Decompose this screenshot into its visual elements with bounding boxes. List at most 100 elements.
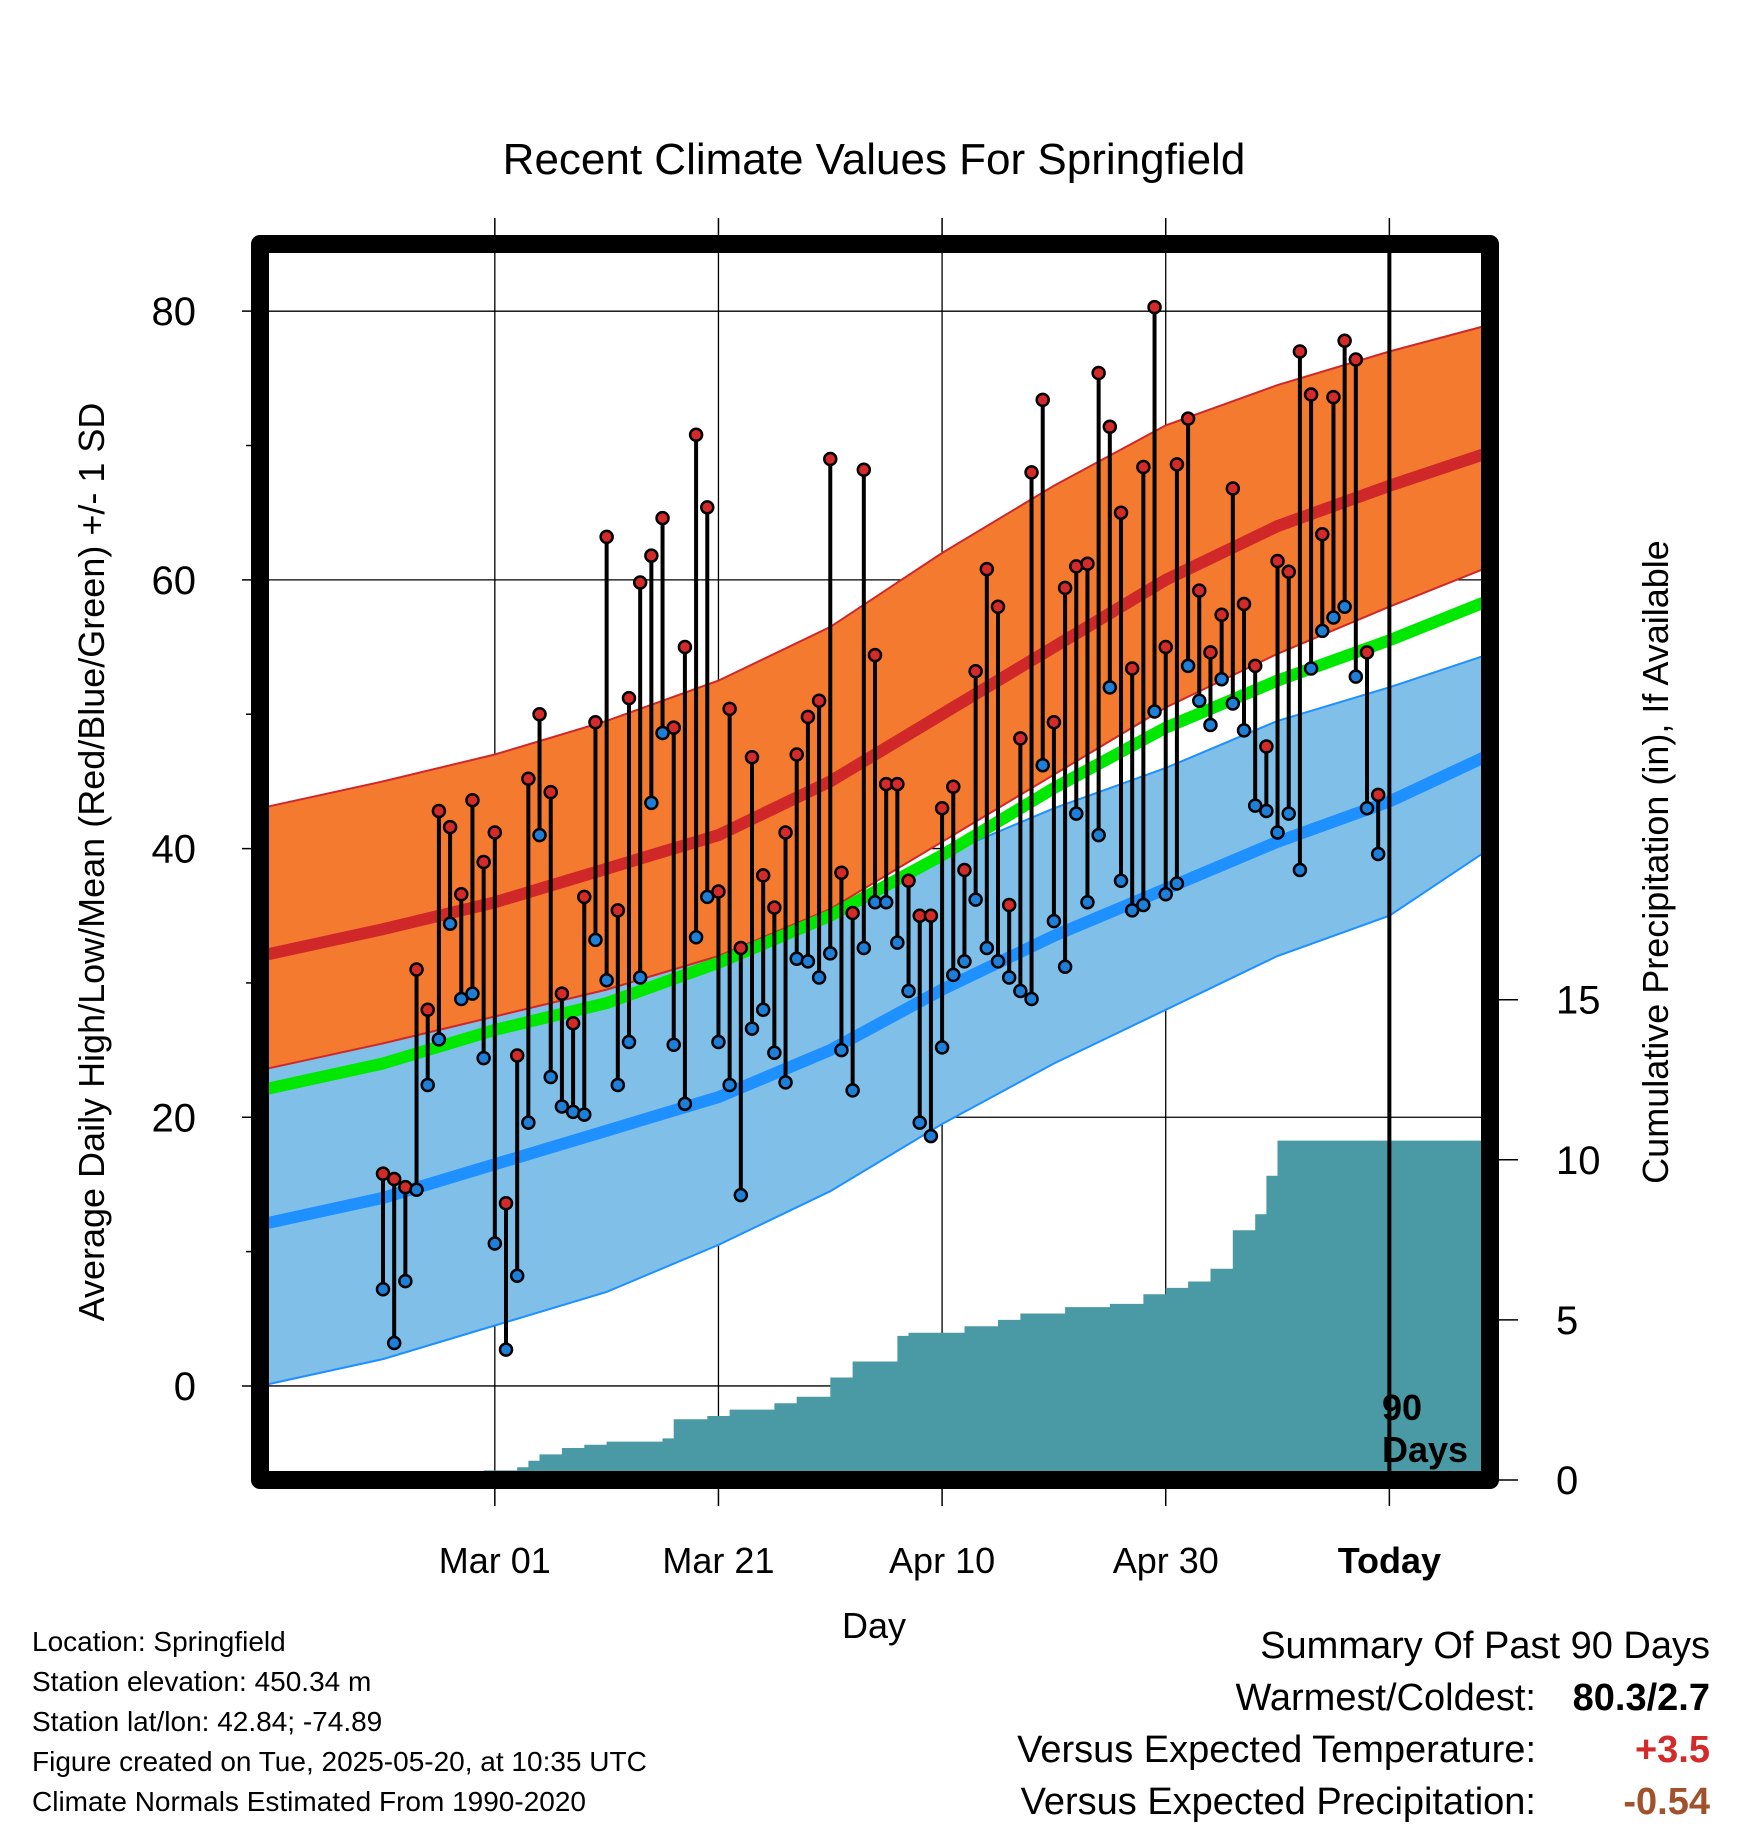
daily-high-point [487,825,503,840]
x-tick-label: Apr 30 [1113,1540,1219,1581]
daily-low-point [588,932,603,948]
daily-high-point [1091,365,1106,381]
window-label-line2: Days [1382,1429,1468,1470]
daily-high-point [1001,897,1017,913]
created-text: Figure created on Tue, 2025-05-20, at 10… [32,1746,647,1777]
daily-high-point [1158,639,1173,655]
warmest-coldest-label: Warmest/Coldest: [1235,1677,1536,1719]
warmest-coldest-value: 80.3/2.7 [1572,1677,1710,1719]
daily-low-point [386,1335,402,1351]
daily-high-point [655,510,670,526]
low-sd-lower-line [259,847,1491,1387]
daily-low-point [1046,913,1062,929]
daily-low-point [968,892,983,907]
precip-cumulative-area [383,1140,1490,1480]
daily-low-point [1236,723,1252,738]
x-axis-label: Day [842,1605,906,1646]
daily-high-point [979,561,995,577]
daily-low-point [1102,680,1118,695]
daily-low-point [409,1182,424,1198]
temp-value: +3.5 [1634,1729,1710,1771]
summary-temperature: Versus Expected Temperature: +3.5 [1017,1724,1710,1776]
axes: Mar 01 Mar 21 Apr 10 Apr 30 Today 0 20 40 60 80 0 5… [152,218,1601,1581]
daily-high-point [968,663,983,679]
low-mean-line [258,749,1493,1231]
daily-high-point [1113,505,1129,520]
daily-high-point [1281,564,1296,580]
daily-high-point [599,529,614,545]
daily-low-point [543,1069,558,1085]
daily-high-point [375,1166,391,1181]
x-tick-label: Mar 21 [662,1540,774,1581]
y-tick-label-right: 15 [1556,979,1601,1023]
daily-low-point [834,1042,849,1058]
daily-low-point [1225,696,1241,711]
window-label-line1: 90 [1382,1387,1422,1428]
daily-high-point [1203,645,1218,660]
y-tick-label-left: 0 [174,1365,196,1409]
daily-low-point [465,986,480,1001]
frame-border [251,235,1499,1489]
daily-low-point [1113,873,1129,889]
daily-high-point [957,862,972,878]
daily-low-point [856,940,872,956]
daily-high-point [1247,658,1263,674]
normals-text: Climate Normals Estimated From 1990-2020 [32,1786,586,1817]
daily-low-point [1359,801,1375,816]
daily-high-point [700,500,715,515]
daily-low-point [711,1034,726,1050]
daily-low-point [442,916,458,932]
daily-low-point [1169,876,1185,891]
daily-low-point [1147,704,1162,719]
location-text: Location: Springfield [32,1626,286,1657]
daily-low-point [1158,886,1173,902]
daily-low-point [577,1107,592,1122]
daily-high-point [800,709,816,725]
daily-high-point [431,803,447,819]
daily-low-point [1337,599,1352,614]
daily-high-point [711,884,726,899]
daily-high-point [1292,344,1308,359]
daily-low-point [1091,827,1106,843]
daily-high-point [744,749,760,765]
y-tick-label-left: 20 [152,1096,197,1140]
daily-high-point [577,889,592,905]
latlon-text: Station lat/lon: 42.84; -74.89 [32,1706,383,1737]
daily-high-point [767,900,782,915]
daily-low-point [1001,970,1017,985]
high-mean-line [258,446,1492,962]
daily-high-point [1057,580,1073,596]
daily-high-point [789,747,804,762]
chart-title: Recent Climate Values For Springfield [503,135,1246,184]
daily-low-point [554,1099,570,1114]
daily-low-point [1259,803,1274,819]
daily-low-point [1057,959,1073,975]
daily-high-point [476,854,491,870]
daily-high-point [688,427,704,443]
daily-low-point [744,1021,760,1036]
daily-high-point [1370,787,1386,803]
daily-low-point [722,1077,737,1093]
daily-high-point [644,548,659,563]
daily-low-point [1303,661,1319,676]
daily-low-point [845,1083,860,1098]
daily-low-point [755,1002,771,1018]
summary-warmest-coldest: Warmest/Coldest: 80.3/2.7 [1017,1672,1710,1724]
daily-low-point [375,1281,391,1297]
daily-high-point [1337,333,1352,348]
daily-high-point [890,776,905,792]
daily-high-point [834,865,849,880]
daily-low-point [990,954,1006,969]
daily-low-point [800,954,816,969]
daily-high-point [1225,481,1241,496]
daily-low-point [655,725,670,741]
station-info: Location: Springfield Station elevation:… [32,1622,647,1822]
daily-range-bars [375,299,1386,1357]
daily-low-point [1203,717,1218,733]
daily-low-point [487,1236,503,1251]
daily-high-point [1259,739,1274,754]
daily-high-point [1348,352,1364,367]
elevation-text: Station elevation: 450.34 m [32,1666,372,1697]
daily-low-point [498,1342,514,1357]
daily-low-point [878,895,894,910]
